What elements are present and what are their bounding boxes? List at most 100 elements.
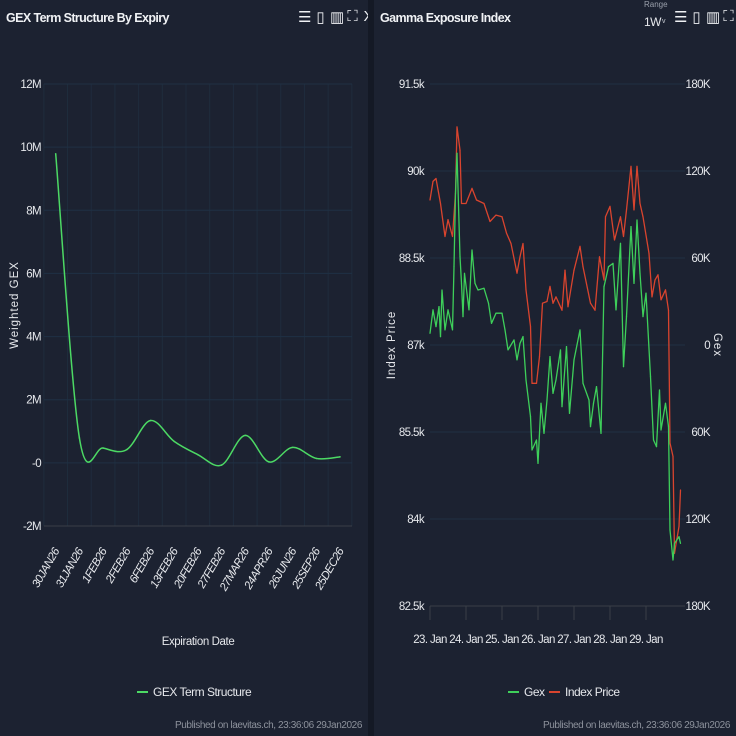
data-point — [456, 126, 458, 128]
data-point — [630, 226, 632, 228]
data-point — [573, 359, 575, 361]
data-point — [594, 309, 596, 311]
data-point — [149, 419, 152, 422]
y-right-tick-label: 60K — [691, 253, 711, 265]
y-tick-label: 8M — [26, 205, 41, 217]
y-tick-label: 91.5k — [399, 79, 425, 91]
data-point — [559, 349, 562, 351]
data-point — [537, 462, 539, 464]
data-point — [633, 282, 635, 284]
data-point — [649, 376, 652, 378]
menu-icon[interactable]: ☰ — [298, 9, 312, 26]
data-point — [454, 192, 457, 194]
data-point — [639, 202, 641, 205]
legend-label: GEX Term Structure — [153, 685, 252, 699]
data-point — [475, 199, 478, 201]
data-point — [609, 205, 611, 207]
published-note: Published on laevitas.ch, 23:36:06 29Jan… — [543, 720, 730, 731]
data-point — [438, 305, 440, 308]
legend-swatch — [137, 691, 148, 693]
y-tick-label: -0 — [32, 458, 41, 470]
data-point — [613, 239, 616, 241]
data-point — [552, 392, 554, 394]
data-point — [507, 349, 509, 351]
range-selector[interactable]: Range 1W v — [642, 0, 670, 40]
range-label: Range — [644, 0, 668, 9]
x-tick-label: 27. Jan — [557, 634, 591, 646]
data-point — [339, 456, 341, 458]
x-tick-label: 23. Jan — [413, 634, 447, 646]
data-point — [600, 432, 602, 434]
data-point — [664, 402, 667, 404]
data-point — [535, 382, 538, 384]
y-tick-label: 2M — [26, 395, 41, 407]
data-point — [549, 285, 551, 288]
data-point — [667, 426, 670, 428]
data-point — [672, 559, 674, 561]
panel-divider — [368, 0, 374, 736]
data-point — [451, 235, 454, 238]
y-axis-label: Weighted GEX — [9, 261, 21, 349]
fullscreen-icon[interactable]: ⛶ — [723, 8, 734, 25]
data-point — [529, 416, 532, 418]
data-point — [519, 256, 521, 258]
legend-swatch — [549, 691, 560, 693]
y-right-tick-label: 120K — [686, 514, 711, 526]
data-point — [654, 279, 656, 281]
fullscreen-icon[interactable]: ⛶ — [347, 8, 358, 25]
data-point — [505, 232, 508, 234]
data-point — [444, 329, 446, 331]
data-point — [630, 165, 632, 167]
data-point — [582, 382, 584, 384]
data-point — [535, 439, 538, 441]
menu-icon[interactable]: ☰ — [674, 9, 688, 26]
chevron-down-icon: v — [662, 18, 666, 25]
panel-title: Gamma Exposure Index — [380, 11, 511, 25]
panel-toolbar: ☰ ▯ ▥ ⛶ X — [674, 8, 736, 26]
legend-item-index-price[interactable]: Index Price — [549, 685, 620, 699]
legend-item-gex-term-structure[interactable]: GEX Term Structure — [137, 685, 252, 699]
bookmark-icon[interactable]: ▯ — [692, 9, 701, 26]
data-point — [315, 457, 318, 460]
data-point — [592, 402, 595, 404]
data-point — [678, 536, 680, 538]
legend-item-gex[interactable]: Gex — [508, 685, 545, 699]
data-point — [669, 529, 671, 531]
y-tick-label: 84k — [407, 514, 425, 526]
book-icon[interactable]: ▥ — [706, 9, 721, 26]
gamma-exposure-chart: 82.5k 84k 85.5k 87k 88.5k 90k 91.5k 180K 120K 60K… — [386, 79, 723, 646]
book-icon[interactable]: ▥ — [330, 9, 345, 26]
series-line-index-price — [429, 126, 682, 554]
data-point — [495, 214, 497, 216]
data-point — [435, 325, 437, 328]
data-point — [173, 440, 175, 443]
data-point — [501, 216, 503, 218]
data-point — [540, 402, 542, 404]
bookmark-icon[interactable]: ▯ — [316, 9, 325, 26]
data-point — [546, 399, 548, 401]
legend-label: Gex — [524, 685, 545, 699]
data-point — [519, 342, 521, 344]
data-point — [468, 309, 470, 311]
y-tick-label: 12M — [20, 79, 41, 91]
data-point — [197, 453, 199, 456]
data-point — [538, 356, 541, 358]
data-point — [619, 216, 622, 218]
data-point — [625, 209, 628, 211]
gex-term-structure-panel: GEX Term Structure By Expiry ☰ ▯ ▥ ⛶ X -… — [6, 8, 374, 731]
data-point — [589, 302, 592, 304]
data-point — [636, 165, 638, 167]
data-point — [565, 345, 568, 348]
data-point — [625, 315, 628, 318]
data-point — [622, 235, 625, 238]
data-point — [531, 382, 533, 384]
data-point — [490, 322, 493, 324]
data-point — [268, 461, 270, 463]
y-tick-label: -2M — [23, 521, 41, 533]
y-right-tick-label: 0 — [704, 340, 710, 352]
y-axis-label: Index Price — [386, 311, 398, 380]
data-point — [516, 272, 518, 274]
data-point — [639, 272, 641, 274]
data-point — [487, 302, 490, 304]
